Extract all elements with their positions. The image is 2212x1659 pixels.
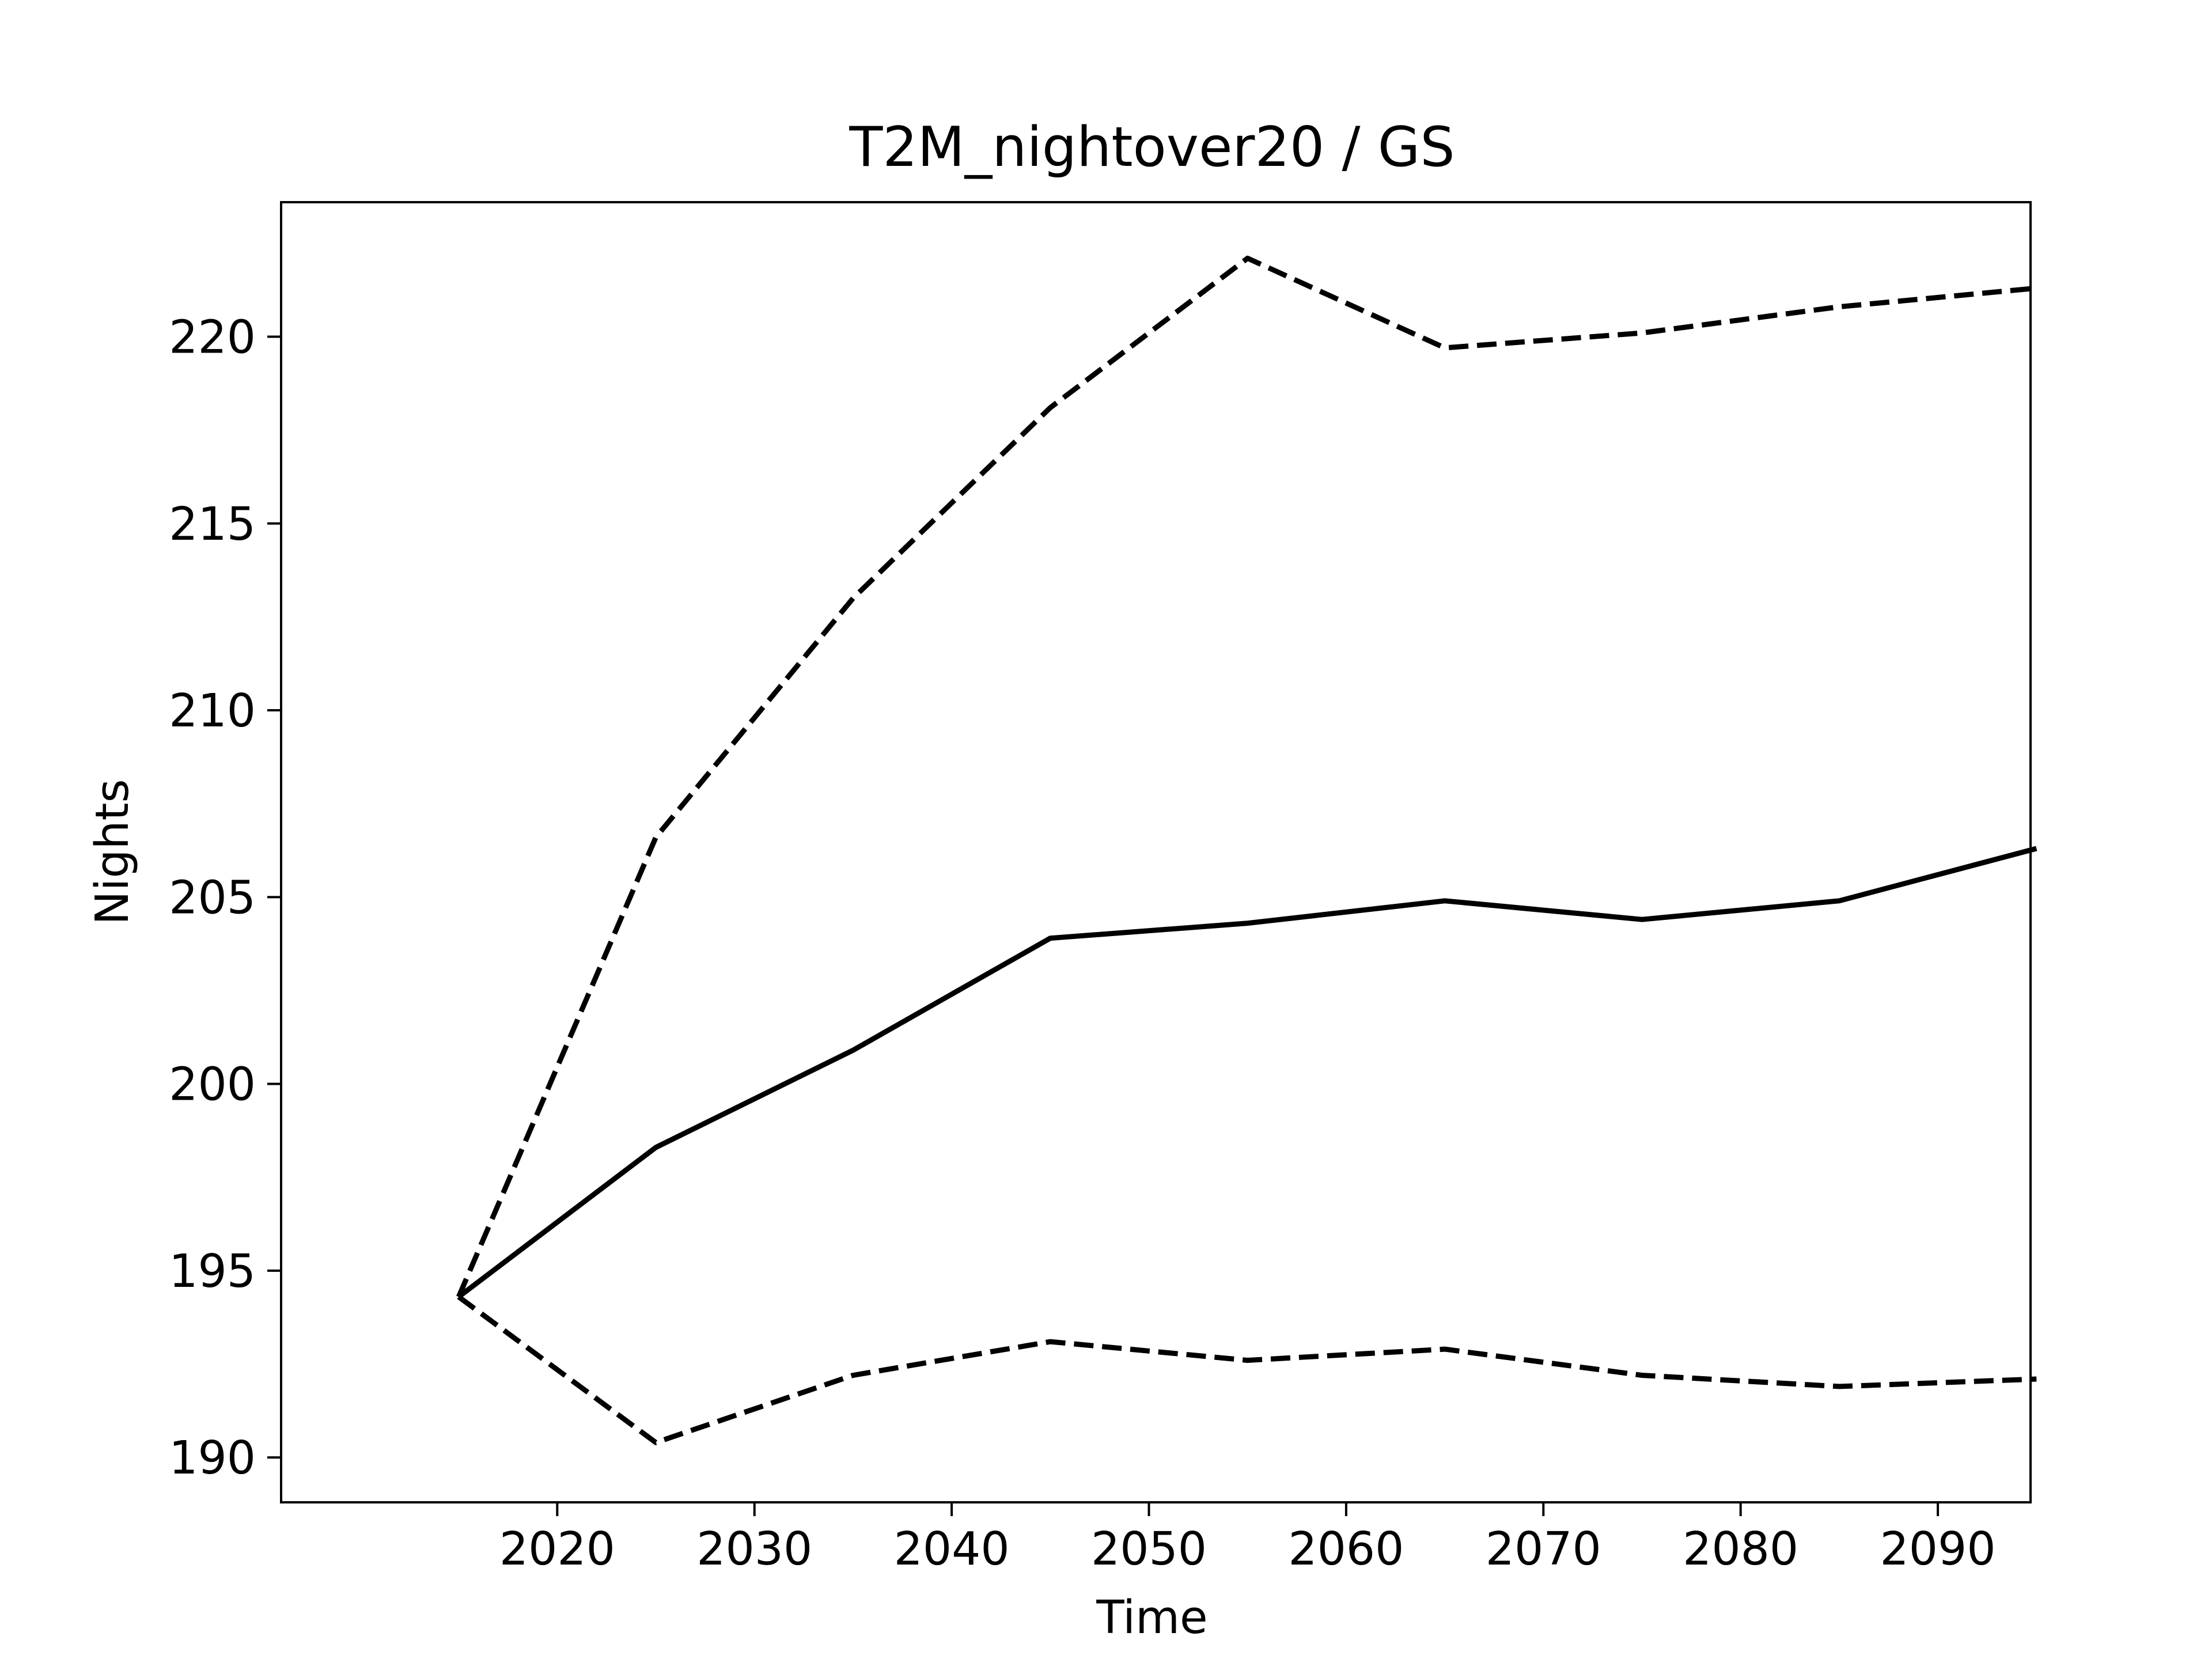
x-tick-label: 2050 [1091, 1522, 1207, 1575]
y-tick-label: 205 [169, 871, 256, 924]
series-line-3-dashed [457, 1294, 2037, 1445]
x-axis-label: Time [1096, 1591, 1207, 1644]
series-line-1-solid [457, 846, 2037, 1299]
y-axis-label: Nights [86, 779, 139, 925]
y-tick-label: 215 [169, 498, 256, 551]
x-tick-label: 2040 [894, 1522, 1010, 1575]
y-tick-label: 200 [169, 1058, 256, 1111]
x-tick-label: 2080 [1683, 1522, 1798, 1575]
series-line-2-dashed [456, 255, 2037, 1298]
x-tick-label: 2030 [696, 1522, 812, 1575]
x-tick-label: 2020 [499, 1522, 615, 1575]
x-axis-ticks: 2020 2030 2040 2050 2060 2070 2080 2090 [499, 1502, 1996, 1575]
y-tick-label: 220 [169, 310, 256, 363]
y-tick-label: 210 [169, 684, 256, 737]
plot-area-frame [280, 201, 2032, 1503]
chart-title: T2M_nightover20 / GS [849, 116, 1455, 179]
y-tick-label: 190 [169, 1431, 256, 1484]
x-tick-label: 2060 [1288, 1522, 1404, 1575]
y-tick-label: 195 [169, 1245, 256, 1298]
x-tick-label: 2090 [1880, 1522, 1996, 1575]
x-tick-label: 2070 [1486, 1522, 1601, 1575]
y-axis-ticks: 190 195 200 205 210 215 220 [169, 310, 281, 1484]
series-layer [456, 255, 2037, 1445]
